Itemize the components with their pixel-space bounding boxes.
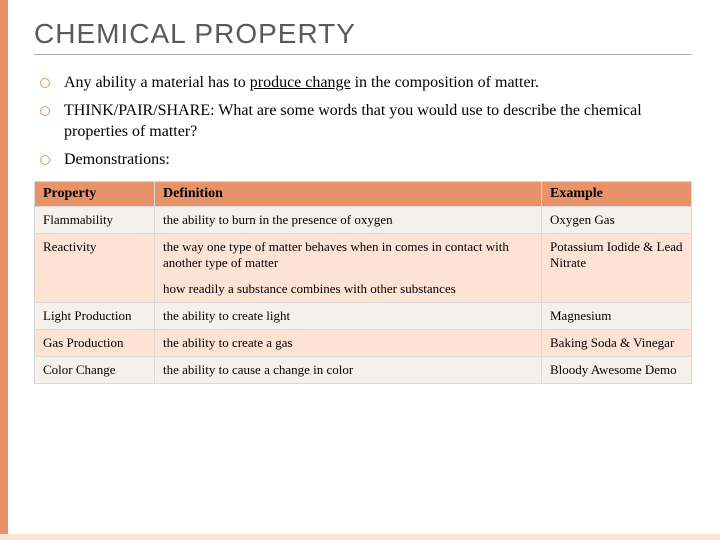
cell-definition: the ability to burn in the presence of o… xyxy=(155,206,542,233)
table-row: Gas Production the ability to create a ga… xyxy=(35,329,692,356)
bullet-item: Demonstrations: xyxy=(38,150,692,170)
accent-bottom-stripe xyxy=(0,534,720,540)
cell-definition: the ability to create light xyxy=(155,302,542,329)
col-header-property: Property xyxy=(35,181,155,206)
page-title: CHEMICAL PROPERTY xyxy=(34,18,692,55)
bullet-underline: produce change xyxy=(250,74,351,91)
table-row: Flammability the ability to burn in the p… xyxy=(35,206,692,233)
table-row: Reactivitythe way one type of matter beh… xyxy=(35,233,692,302)
cell-property: Flammability xyxy=(35,206,155,233)
col-header-definition: Definition xyxy=(155,181,542,206)
bullet-text: Any ability a material has to xyxy=(64,74,250,91)
definition-text: the ability to create light xyxy=(163,308,533,324)
cell-definition: the ability to create a gas xyxy=(155,329,542,356)
bullet-list: Any ability a material has to produce ch… xyxy=(38,73,692,171)
definition-text: the way one type of matter behaves when … xyxy=(163,239,533,271)
cell-property: Color Change xyxy=(35,356,155,383)
cell-example: Oxygen Gas xyxy=(542,206,692,233)
definition-text: the ability to cause a change in color xyxy=(163,362,533,378)
definition-text: the ability to burn in the presence of o… xyxy=(163,212,533,228)
table-row: Light Production the ability to create li… xyxy=(35,302,692,329)
bullet-text: in the composition of matter. xyxy=(351,74,539,91)
slide-content: CHEMICAL PROPERTY Any ability a material… xyxy=(0,0,720,394)
properties-table: Property Definition Example Flammability… xyxy=(34,181,692,384)
cell-property: Reactivity xyxy=(35,233,155,302)
cell-example: Bloody Awesome Demo xyxy=(542,356,692,383)
cell-property: Gas Production xyxy=(35,329,155,356)
cell-property: Light Production xyxy=(35,302,155,329)
definition-extra: how readily a substance combines with ot… xyxy=(163,281,533,297)
accent-left-stripe xyxy=(0,0,8,540)
bullet-text: Demonstrations: xyxy=(64,151,170,168)
bullet-item: THINK/PAIR/SHARE: What are some words th… xyxy=(38,101,692,142)
table-header-row: Property Definition Example xyxy=(35,181,692,206)
bullet-item: Any ability a material has to produce ch… xyxy=(38,73,692,93)
col-header-example: Example xyxy=(542,181,692,206)
table-row: Color Change the ability to cause a chang… xyxy=(35,356,692,383)
cell-example: Magnesium xyxy=(542,302,692,329)
cell-definition: the ability to cause a change in color xyxy=(155,356,542,383)
cell-definition: the way one type of matter behaves when … xyxy=(155,233,542,302)
definition-text: the ability to create a gas xyxy=(163,335,533,351)
cell-example: Potassium Iodide & Lead Nitrate xyxy=(542,233,692,302)
table-body: Flammability the ability to burn in the p… xyxy=(35,206,692,383)
cell-example: Baking Soda & Vinegar xyxy=(542,329,692,356)
bullet-text: THINK/PAIR/SHARE: What are some words th… xyxy=(64,102,642,139)
